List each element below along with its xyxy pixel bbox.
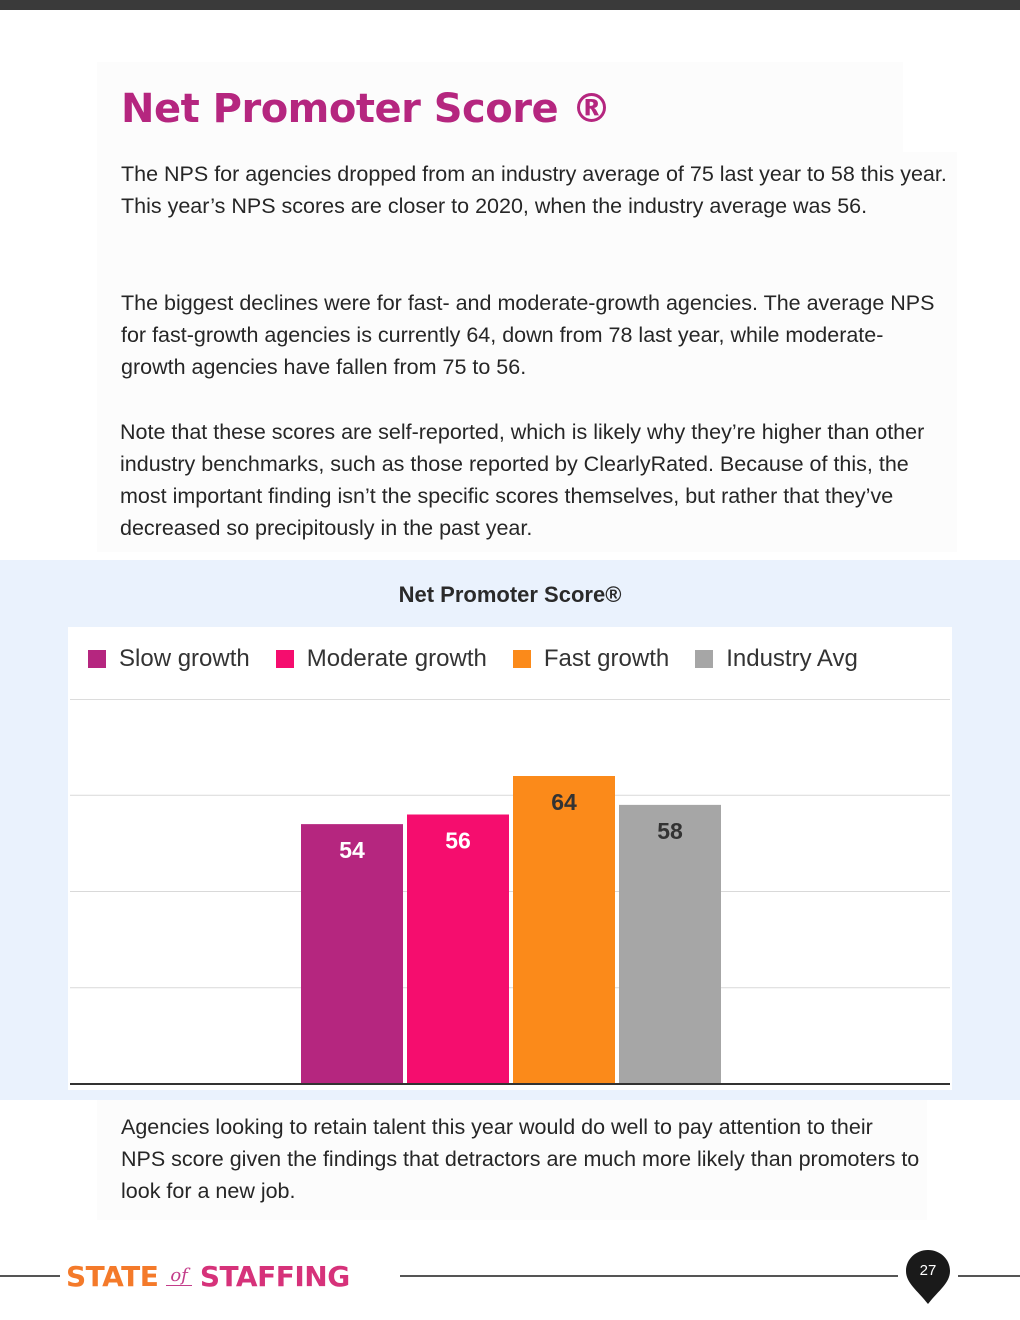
data-label-industry-avg: 58 bbox=[657, 818, 683, 844]
legend-separator bbox=[70, 699, 950, 700]
chart-legend: Slow growth Moderate growth Fast growth … bbox=[88, 643, 858, 675]
bar-slow-growth bbox=[301, 824, 403, 1084]
page-title: Net Promoter Score ® bbox=[121, 86, 612, 132]
closing-text-background bbox=[97, 1100, 927, 1220]
intro-text-background bbox=[97, 152, 957, 552]
legend-label-industry-avg: Industry Avg bbox=[726, 645, 858, 672]
paragraph-2: The biggest declines were for fast- and … bbox=[121, 291, 935, 379]
paragraph-3: Note that these scores are self-reported… bbox=[120, 420, 925, 540]
legend-swatch-industry-avg bbox=[695, 650, 714, 668]
legend-swatch-moderate-growth bbox=[275, 650, 294, 668]
title-background bbox=[97, 62, 903, 152]
legend-label-slow-growth: Slow growth bbox=[119, 645, 250, 672]
legend-label-moderate-growth: Moderate growth bbox=[306, 645, 487, 672]
logo-staffing-text: STAFFING bbox=[199, 1259, 350, 1293]
data-label-moderate-growth: 56 bbox=[445, 828, 471, 854]
top-bar bbox=[0, 0, 1020, 10]
logo-of-text: of bbox=[166, 1266, 192, 1286]
footer-rule-middle bbox=[400, 1275, 898, 1277]
state-of-staffing-logo: STATE of STAFFING bbox=[66, 1258, 350, 1294]
legend-item-slow-growth: Slow growth bbox=[88, 645, 250, 673]
closing-paragraph: Agencies looking to retain talent this y… bbox=[121, 1115, 920, 1203]
legend-swatch-fast-growth bbox=[512, 650, 531, 668]
chart-title: Net Promoter Score® bbox=[398, 582, 622, 607]
logo-state-text: STATE bbox=[66, 1259, 159, 1293]
chart-panel bbox=[68, 627, 952, 1090]
legend-item-moderate-growth: Moderate growth bbox=[275, 645, 487, 673]
footer-rule-left bbox=[0, 1275, 60, 1277]
data-label-fast-growth: 64 bbox=[551, 789, 577, 815]
paragraph-1: The NPS for agencies dropped from an ind… bbox=[121, 162, 947, 218]
bar-moderate-growth bbox=[407, 814, 509, 1084]
bar-fast-growth bbox=[513, 776, 615, 1084]
bar-industry-avg bbox=[619, 804, 721, 1084]
legend-item-industry-avg: Industry Avg bbox=[695, 645, 858, 673]
data-label-slow-growth: 54 bbox=[339, 837, 365, 863]
page-number: 27 bbox=[919, 1262, 937, 1279]
legend-label-fast-growth: Fast growth bbox=[543, 645, 670, 672]
page-number-marker-icon bbox=[906, 1250, 950, 1304]
legend-swatch-slow-growth bbox=[88, 650, 106, 668]
legend-item-fast-growth: Fast growth bbox=[512, 645, 670, 673]
footer-rule-right bbox=[958, 1275, 1020, 1277]
